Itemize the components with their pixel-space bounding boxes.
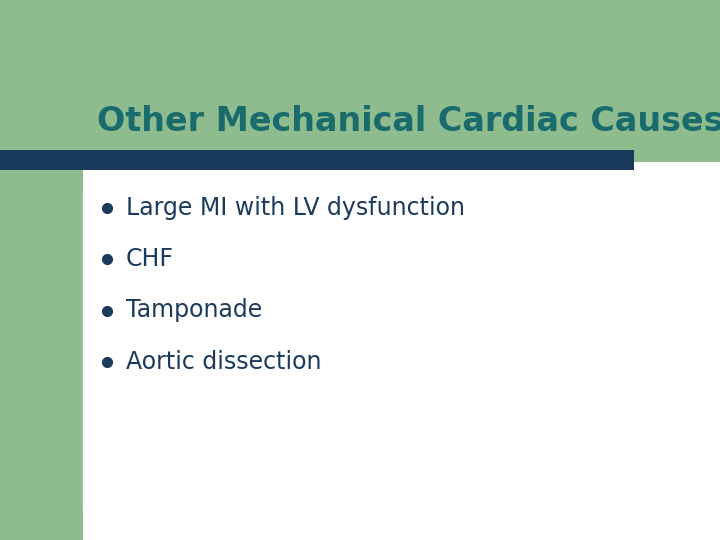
- Bar: [0, 0, 720, 162]
- Bar: [0, 150, 634, 170]
- Text: Large MI with LV dysfunction: Large MI with LV dysfunction: [126, 196, 465, 220]
- Text: CHF: CHF: [126, 247, 174, 271]
- Text: Other Mechanical Cardiac Causes: Other Mechanical Cardiac Causes: [97, 105, 720, 138]
- FancyBboxPatch shape: [83, 162, 720, 540]
- Bar: [83, 162, 720, 540]
- Text: Tamponade: Tamponade: [126, 299, 262, 322]
- Bar: [0, 0, 83, 540]
- Text: Aortic dissection: Aortic dissection: [126, 350, 322, 374]
